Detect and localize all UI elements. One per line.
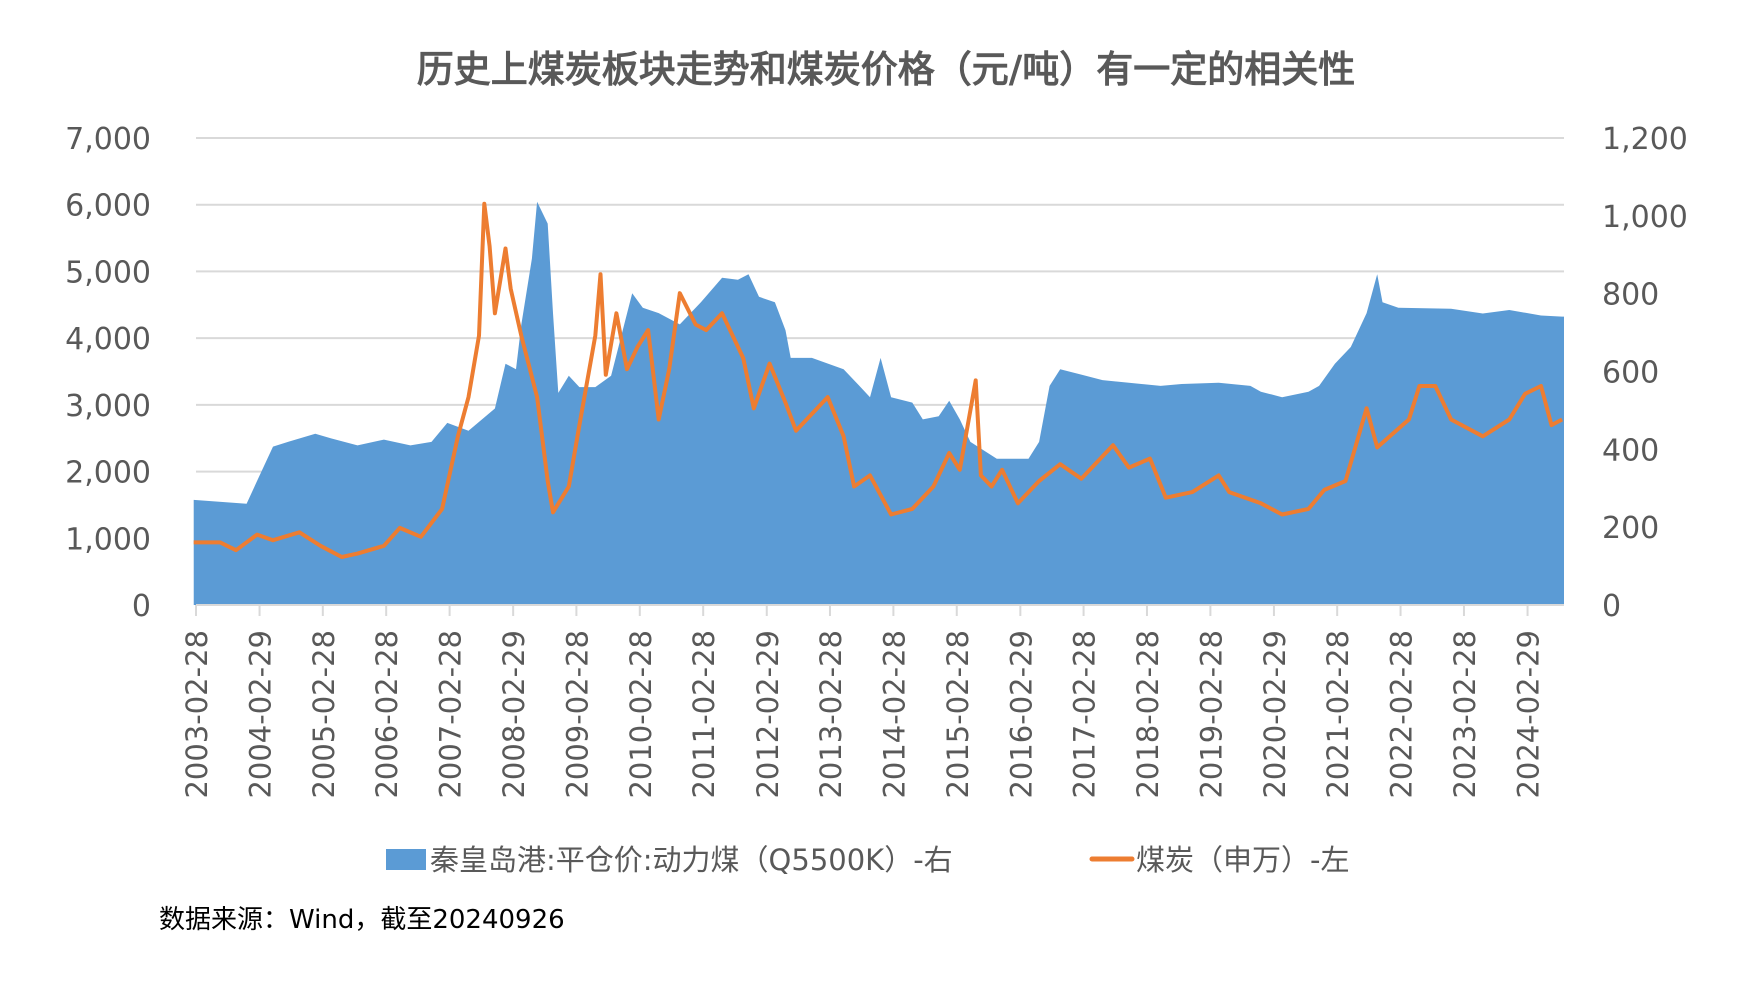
chart-title: 历史上煤炭板块走势和煤炭价格（元/吨）有一定的相关性 bbox=[417, 48, 1356, 91]
legend-label-area: 秦皇岛港:平仓价:动力煤（Q5500K）-右 bbox=[430, 843, 953, 877]
x-tick-label: 2005-02-28 bbox=[307, 630, 341, 799]
legend-label-line: 煤炭（申万）-左 bbox=[1136, 843, 1349, 877]
left-tick-label: 0 bbox=[132, 589, 151, 624]
left-tick-label: 6,000 bbox=[65, 189, 151, 224]
left-tick-label: 4,000 bbox=[65, 322, 151, 357]
x-tick-label: 2023-02-28 bbox=[1448, 630, 1482, 799]
area-series bbox=[193, 201, 1565, 606]
x-tick-label: 2008-02-29 bbox=[497, 630, 531, 799]
x-tick-label: 2003-02-28 bbox=[180, 630, 214, 799]
area-coal-price bbox=[193, 201, 1565, 606]
x-tick-label: 2006-02-28 bbox=[370, 630, 404, 799]
x-tick-label: 2022-02-28 bbox=[1385, 630, 1419, 799]
x-tick-label: 2015-02-28 bbox=[941, 630, 975, 799]
x-tick-label: 2020-02-29 bbox=[1258, 630, 1292, 799]
x-tick-label: 2024-02-29 bbox=[1512, 630, 1546, 799]
x-tick-label: 2018-02-28 bbox=[1131, 630, 1165, 799]
right-tick-label: 200 bbox=[1602, 511, 1659, 546]
x-tick-label: 2017-02-28 bbox=[1068, 630, 1102, 799]
right-axis: 0 200 400 600 800 1,000 1,200 bbox=[1602, 122, 1688, 624]
x-tick-label: 2004-02-29 bbox=[244, 630, 278, 799]
source-note: 数据来源：Wind，截至20240926 bbox=[159, 905, 565, 935]
left-tick-label: 2,000 bbox=[65, 456, 151, 491]
left-tick-label: 1,000 bbox=[65, 522, 151, 557]
x-tick-label: 2011-02-28 bbox=[687, 630, 721, 799]
x-tick-label: 2019-02-28 bbox=[1194, 630, 1228, 799]
right-tick-label: 1,200 bbox=[1602, 122, 1688, 157]
left-tick-label: 5,000 bbox=[65, 255, 151, 290]
x-tick-label: 2016-02-29 bbox=[1004, 630, 1038, 799]
line-series bbox=[193, 201, 1564, 559]
x-tick-label: 2007-02-28 bbox=[434, 630, 468, 799]
right-tick-label: 1,000 bbox=[1602, 200, 1688, 235]
left-tick-label: 7,000 bbox=[65, 122, 151, 157]
x-tick-label: 2012-02-29 bbox=[751, 630, 785, 799]
x-axis: 2003-02-28 2004-02-29 2005-02-28 2006-02-28… bbox=[180, 604, 1564, 799]
x-tick-label: 2009-02-28 bbox=[560, 630, 594, 799]
left-axis: 0 1,000 2,000 3,000 4,000 5,000 6,000 7,000 bbox=[65, 122, 151, 624]
line-coal-index bbox=[193, 201, 1564, 559]
right-tick-label: 800 bbox=[1602, 278, 1659, 313]
x-tick-label: 2013-02-28 bbox=[814, 630, 848, 799]
right-tick-label: 400 bbox=[1602, 433, 1659, 468]
right-tick-label: 0 bbox=[1602, 589, 1621, 624]
legend-swatch-area bbox=[386, 849, 426, 870]
x-tick-label: 2014-02-28 bbox=[877, 630, 911, 799]
left-tick-label: 3,000 bbox=[65, 389, 151, 424]
x-tick-label: 2010-02-28 bbox=[624, 630, 658, 799]
legend: 秦皇岛港:平仓价:动力煤（Q5500K）-右 煤炭（申万）-左 bbox=[386, 843, 1349, 877]
right-tick-label: 600 bbox=[1602, 356, 1659, 391]
x-tick-label: 2021-02-28 bbox=[1321, 630, 1355, 799]
